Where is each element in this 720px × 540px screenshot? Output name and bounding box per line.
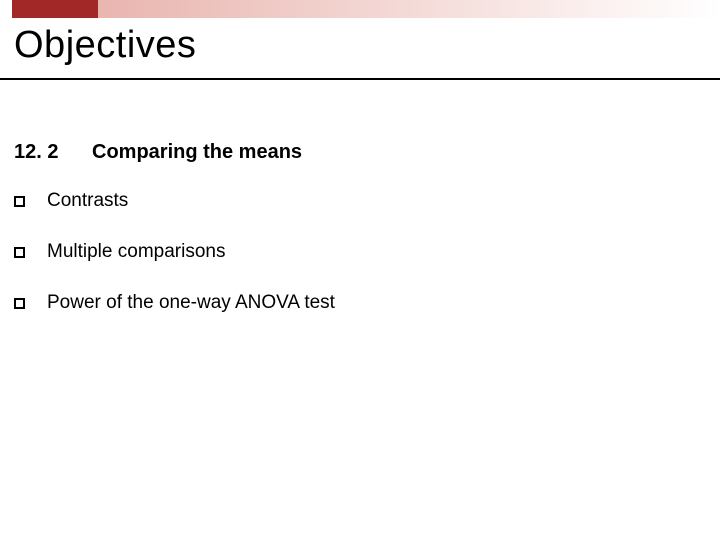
list-item: Power of the one-way ANOVA test xyxy=(14,292,335,314)
bullet-text: Multiple comparisons xyxy=(47,241,225,263)
top-accent-bar xyxy=(0,0,720,18)
bullet-text: Power of the one-way ANOVA test xyxy=(47,292,335,314)
bullet-text: Contrasts xyxy=(47,190,128,212)
bullet-list: Contrasts Multiple comparisons Power of … xyxy=(14,190,335,343)
slide-title: Objectives xyxy=(14,24,196,67)
section-title: Comparing the means xyxy=(92,141,302,164)
square-bullet-icon xyxy=(14,247,25,258)
section-number: 12. 2 xyxy=(14,141,92,164)
bar-gradient-segment xyxy=(98,0,720,18)
section-heading: 12. 2 Comparing the means xyxy=(14,141,302,164)
title-underline xyxy=(0,78,720,80)
square-bullet-icon xyxy=(14,196,25,207)
square-bullet-icon xyxy=(14,298,25,309)
list-item: Contrasts xyxy=(14,190,335,212)
list-item: Multiple comparisons xyxy=(14,241,335,263)
bar-solid-segment xyxy=(12,0,98,18)
